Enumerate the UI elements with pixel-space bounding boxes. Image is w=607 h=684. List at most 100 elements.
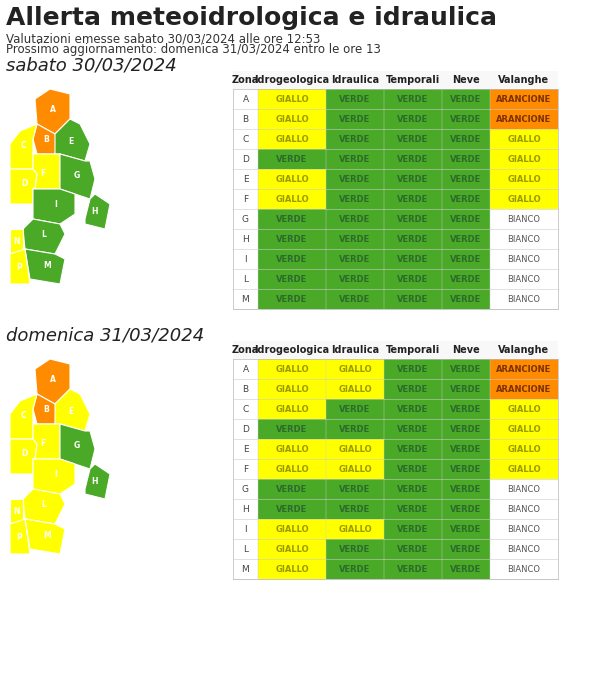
- Text: GIALLO: GIALLO: [507, 404, 541, 414]
- Bar: [442, 379, 490, 399]
- Bar: [258, 109, 326, 129]
- Text: VERDE: VERDE: [450, 135, 481, 144]
- Text: VERDE: VERDE: [339, 94, 371, 103]
- Text: GIALLO: GIALLO: [275, 114, 309, 124]
- Text: B: B: [242, 114, 248, 124]
- Bar: [258, 419, 326, 439]
- Bar: [326, 479, 384, 499]
- Text: N: N: [13, 507, 20, 516]
- Text: VERDE: VERDE: [398, 274, 429, 283]
- Bar: [233, 459, 258, 479]
- Text: VERDE: VERDE: [339, 114, 371, 124]
- Bar: [384, 89, 442, 109]
- Bar: [326, 459, 384, 479]
- Bar: [258, 519, 326, 539]
- Text: A: A: [242, 94, 248, 103]
- Bar: [258, 559, 326, 579]
- Text: VERDE: VERDE: [339, 425, 371, 434]
- Text: Allerta meteoidrologica e idraulica: Allerta meteoidrologica e idraulica: [6, 6, 497, 30]
- Bar: [233, 109, 258, 129]
- Bar: [326, 109, 384, 129]
- Polygon shape: [60, 154, 95, 199]
- Text: Neve: Neve: [452, 345, 480, 355]
- Bar: [384, 249, 442, 269]
- Bar: [258, 209, 326, 229]
- Text: VERDE: VERDE: [398, 114, 429, 124]
- Text: VERDE: VERDE: [339, 404, 371, 414]
- Text: GIALLO: GIALLO: [507, 464, 541, 473]
- Text: VERDE: VERDE: [398, 544, 429, 553]
- Bar: [258, 379, 326, 399]
- Polygon shape: [10, 519, 30, 554]
- Bar: [233, 249, 258, 269]
- Text: VERDE: VERDE: [276, 295, 308, 304]
- Bar: [384, 229, 442, 249]
- Text: ARANCIONE: ARANCIONE: [497, 365, 552, 373]
- Text: VERDE: VERDE: [450, 155, 481, 163]
- Bar: [326, 419, 384, 439]
- Bar: [490, 109, 558, 129]
- Bar: [326, 249, 384, 269]
- Bar: [384, 209, 442, 229]
- Text: VERDE: VERDE: [339, 505, 371, 514]
- Bar: [490, 169, 558, 189]
- Text: Idrogeologica: Idrogeologica: [254, 345, 330, 355]
- Bar: [384, 269, 442, 289]
- Bar: [233, 169, 258, 189]
- Bar: [442, 459, 490, 479]
- Bar: [258, 399, 326, 419]
- Bar: [384, 419, 442, 439]
- Bar: [384, 129, 442, 149]
- Text: GIALLO: GIALLO: [275, 525, 309, 534]
- Bar: [258, 169, 326, 189]
- Bar: [442, 499, 490, 519]
- Text: VERDE: VERDE: [450, 194, 481, 204]
- Bar: [326, 439, 384, 459]
- Text: sabato 30/03/2024: sabato 30/03/2024: [6, 56, 177, 74]
- Bar: [326, 289, 384, 309]
- Text: VERDE: VERDE: [339, 564, 371, 573]
- Text: GIALLO: GIALLO: [507, 135, 541, 144]
- Bar: [233, 559, 258, 579]
- Text: VERDE: VERDE: [398, 174, 429, 183]
- Text: GIALLO: GIALLO: [507, 445, 541, 453]
- Text: E: E: [243, 174, 248, 183]
- Polygon shape: [10, 229, 23, 254]
- Text: H: H: [92, 477, 98, 486]
- Text: GIALLO: GIALLO: [275, 194, 309, 204]
- Bar: [258, 269, 326, 289]
- Text: M: M: [43, 261, 51, 269]
- Text: F: F: [41, 169, 46, 178]
- Bar: [490, 229, 558, 249]
- Text: BIANCO: BIANCO: [507, 484, 540, 493]
- Bar: [490, 439, 558, 459]
- Bar: [490, 359, 558, 379]
- Polygon shape: [25, 249, 65, 284]
- Bar: [442, 109, 490, 129]
- Text: BIANCO: BIANCO: [507, 505, 540, 514]
- Bar: [233, 359, 258, 379]
- Text: Zona: Zona: [232, 75, 259, 85]
- Bar: [490, 479, 558, 499]
- Text: VERDE: VERDE: [450, 215, 481, 224]
- Bar: [490, 559, 558, 579]
- Bar: [233, 149, 258, 169]
- Bar: [233, 71, 558, 89]
- Bar: [258, 539, 326, 559]
- Text: I: I: [55, 200, 58, 209]
- Bar: [326, 539, 384, 559]
- Text: VERDE: VERDE: [339, 484, 371, 493]
- Text: VERDE: VERDE: [450, 544, 481, 553]
- Text: VERDE: VERDE: [398, 254, 429, 263]
- Polygon shape: [60, 424, 95, 469]
- Bar: [326, 209, 384, 229]
- Text: A: A: [242, 365, 248, 373]
- Text: F: F: [243, 194, 248, 204]
- Polygon shape: [10, 439, 37, 474]
- Bar: [258, 89, 326, 109]
- Text: Temporali: Temporali: [386, 345, 440, 355]
- Polygon shape: [35, 359, 70, 404]
- Bar: [233, 189, 258, 209]
- Text: VERDE: VERDE: [276, 505, 308, 514]
- Text: C: C: [242, 404, 249, 414]
